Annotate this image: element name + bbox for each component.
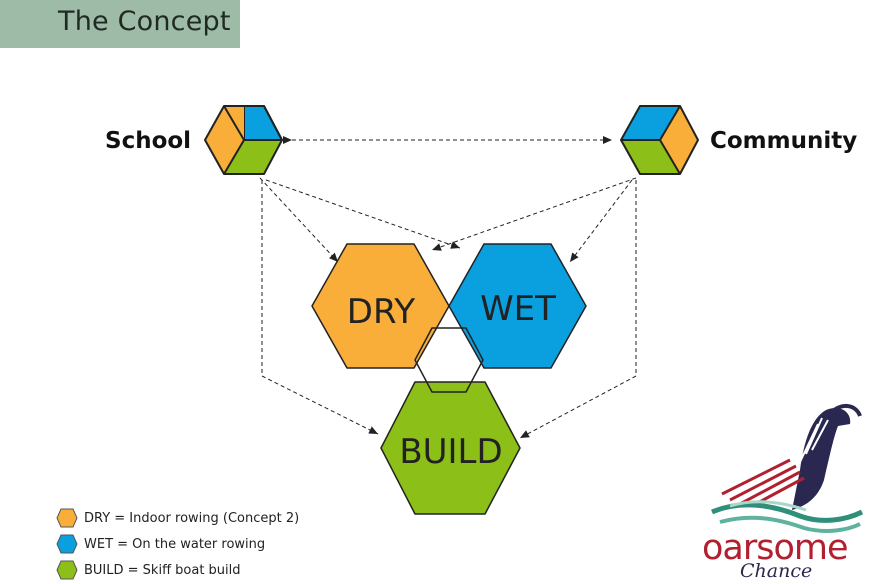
hexagon-wet-icon	[56, 534, 78, 554]
connector-community-build	[519, 180, 637, 439]
oarsome-chance-logo-icon	[711, 404, 864, 533]
hex-build-label: BUILD	[399, 432, 502, 472]
hex-overlap-outline	[414, 327, 484, 393]
hex-wet-label: WET	[480, 289, 556, 329]
legend-item-wet: WET = On the water rowing	[56, 531, 299, 557]
legend: DRY = Indoor rowing (Concept 2) WET = On…	[56, 505, 299, 583]
logo-text: oarsome	[702, 528, 849, 568]
connector-school-build	[261, 180, 379, 435]
hex-dry-label: DRY	[347, 292, 416, 332]
legend-label-build: BUILD = Skiff boat build	[84, 562, 241, 578]
legend-label-dry: DRY = Indoor rowing (Concept 2)	[84, 510, 300, 526]
legend-label-wet: WET = On the water rowing	[84, 536, 266, 552]
connector-community-dry	[431, 177, 637, 251]
hex-wet	[448, 243, 587, 369]
node-community-label: Community	[710, 128, 857, 154]
hex-build	[380, 381, 521, 515]
node-school-label: School	[105, 128, 191, 154]
page-title: The Concept	[58, 6, 231, 37]
community-cube-icon	[620, 105, 699, 175]
connector-school-wet	[265, 179, 461, 249]
logo-subtext: Chance	[740, 560, 813, 582]
school-cube-icon	[204, 105, 283, 175]
hexagon-dry-icon	[56, 508, 78, 528]
connector-school-dry	[259, 177, 339, 263]
header-bar: The Concept	[0, 0, 240, 48]
hex-dry	[311, 243, 450, 369]
legend-item-dry: DRY = Indoor rowing (Concept 2)	[56, 505, 299, 531]
legend-item-build: BUILD = Skiff boat build	[56, 557, 299, 583]
hexagon-build-icon	[56, 560, 78, 580]
connector-community-wet	[569, 179, 633, 263]
